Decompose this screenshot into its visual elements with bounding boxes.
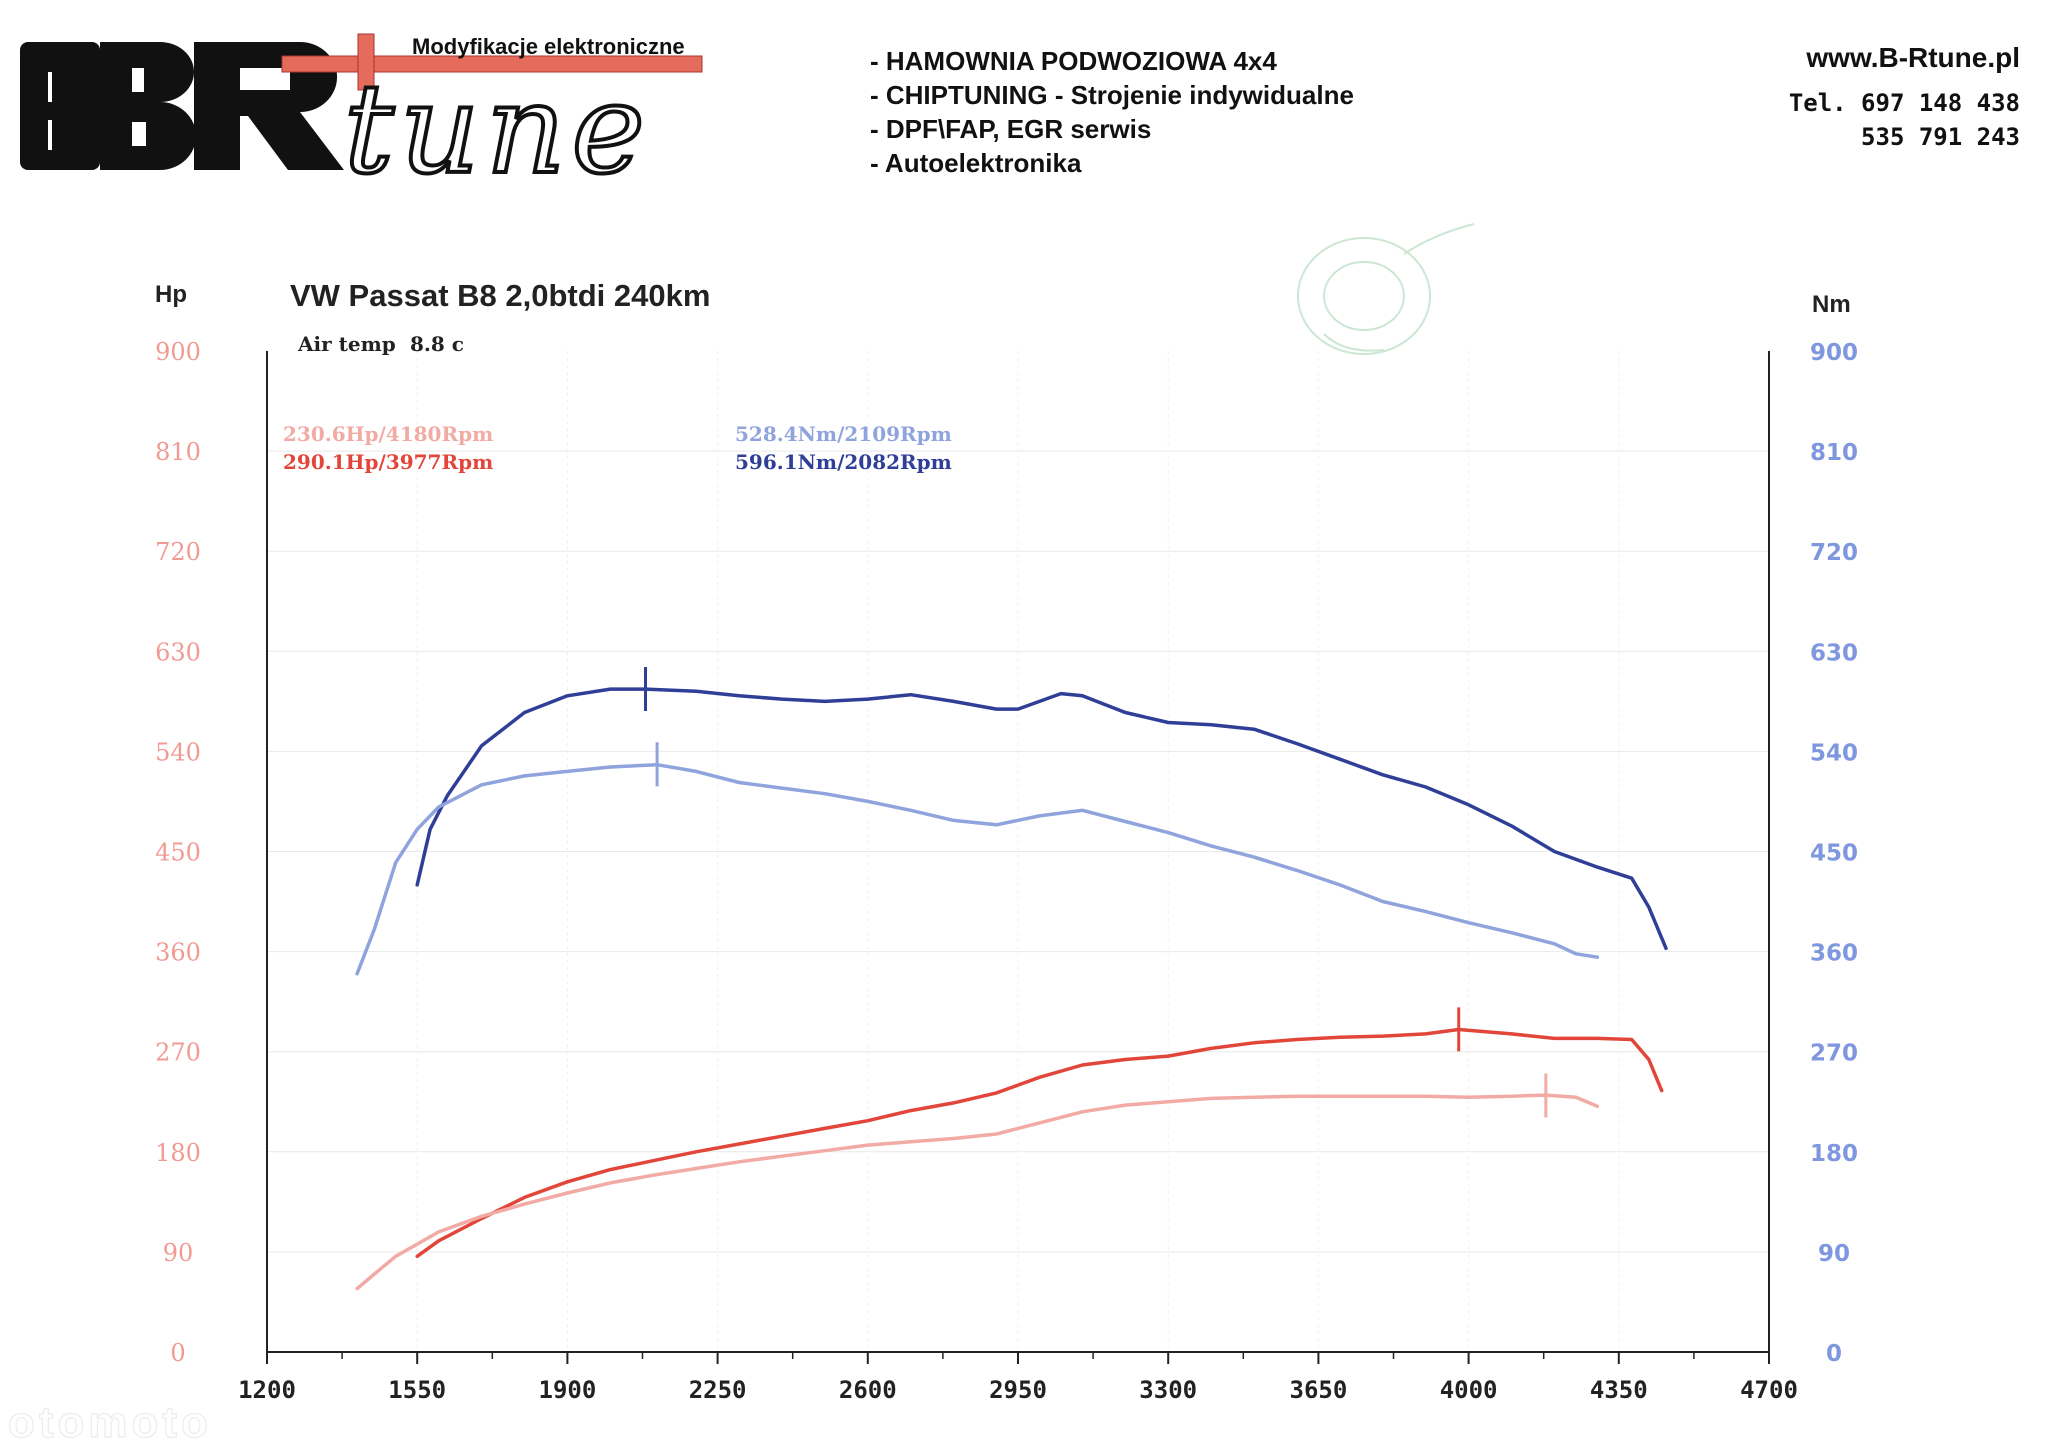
service-item-dyno: - HAMOWNIA PODWOZIOWA 4x4 — [870, 46, 1277, 76]
website-link[interactable]: www.B-Rtune.pl — [1806, 42, 2020, 73]
air-temp-value: 8.8 c — [410, 332, 464, 356]
y-tick-label-nm: 900 — [1810, 340, 1858, 366]
y-tick-label-hp: 540 — [155, 738, 201, 766]
chart-title: VW Passat B8 2,0btdi 240km — [290, 278, 710, 313]
service-item-chiptuning: - CHIPTUNING - Strojenie indywidualne — [870, 80, 1354, 110]
y-tick-label-nm: 810 — [1810, 440, 1858, 466]
y-axis-label-nm: Nm — [1812, 291, 1851, 318]
y-tick-label-nm: 360 — [1810, 941, 1858, 967]
air-temp-label: Air temp — [297, 332, 396, 356]
x-tick-label: 4000 — [1440, 1376, 1498, 1404]
y-tick-label-hp: 0 — [170, 1339, 185, 1367]
svg-text:tune: tune — [344, 58, 651, 188]
service-item-electronics: - Autoelektronika — [870, 148, 1082, 178]
series — [355, 667, 1668, 1291]
x-tick-label: 3650 — [1290, 1376, 1348, 1404]
y-tick-label-nm: 450 — [1810, 841, 1858, 867]
services-list: - HAMOWNIA PODWOZIOWA 4x4 - CHIPTUNING -… — [870, 44, 1354, 180]
y-tick-label-nm: 0 — [1826, 1341, 1842, 1367]
y-tick-label-nm: 90 — [1818, 1241, 1850, 1267]
logo-tagline: Modyfikacje elektroniczne — [412, 34, 685, 59]
brtune-logo: tune — [20, 33, 703, 188]
legend-entry-torque-tuned: 596.1Nm/2082Rpm — [735, 450, 952, 474]
y-tick-label-hp: 450 — [155, 839, 201, 867]
y-tick-label-hp: 720 — [155, 538, 201, 566]
x-tick-label: 2600 — [839, 1376, 897, 1404]
series-line-torque-stock — [355, 762, 1600, 976]
y-tick-label-nm: 630 — [1810, 640, 1858, 666]
x-tick-label: 1200 — [238, 1376, 296, 1404]
series-line-power-stock — [355, 1093, 1600, 1291]
x-tick-label: 3300 — [1139, 1376, 1197, 1404]
axes: 1200 1550 1900 2250 2600 2950 3300 3650 4000 4350… — [155, 338, 1858, 1404]
y-tick-label-nm: 180 — [1810, 1141, 1858, 1167]
contact-block: www.B-Rtune.pl Tel. 697 148 438 535 791 … — [1789, 42, 2020, 154]
legend-entry-power-stock: 230.6Hp/4180Rpm — [283, 422, 493, 446]
y-tick-label-nm: 720 — [1810, 540, 1858, 566]
y-tick-label-hp: 180 — [155, 1139, 201, 1167]
y-tick-label-hp: 630 — [155, 638, 201, 666]
y-tick-label-hp: 360 — [155, 939, 201, 967]
y-axis-label-hp: Hp — [155, 281, 187, 308]
x-tick-label: 4350 — [1590, 1376, 1648, 1404]
y-tick-label-hp: 900 — [155, 338, 201, 366]
watermark: otomoto — [7, 1397, 212, 1447]
x-tick-label: 4700 — [1740, 1376, 1798, 1404]
y-tick-label-hp: 270 — [155, 1039, 201, 1067]
stamp-mark — [1297, 223, 1475, 355]
series-line-torque-tuned — [415, 687, 1668, 951]
x-tick-label: 1900 — [539, 1376, 597, 1404]
phone-number-2: 535 791 243 — [1861, 123, 2020, 151]
x-tick-label: 1550 — [388, 1376, 446, 1404]
x-tick-label: 2950 — [989, 1376, 1047, 1404]
series-line-power-tuned — [415, 1027, 1664, 1259]
phone-number-1: Tel. 697 148 438 — [1788, 89, 2020, 117]
legend-entry-torque-stock: 528.4Nm/2109Rpm — [735, 422, 952, 446]
grid — [266, 351, 1770, 1352]
legend: 230.6Hp/4180Rpm 290.1Hp/3977Rpm 528.4Nm/21… — [283, 422, 952, 474]
y-tick-label-hp: 90 — [163, 1239, 194, 1267]
legend-entry-power-tuned: 290.1Hp/3977Rpm — [283, 450, 493, 474]
y-tick-label-nm: 540 — [1810, 740, 1858, 766]
x-tick-label: 2250 — [689, 1376, 747, 1404]
service-item-dpf: - DPF\FAP, EGR serwis — [870, 114, 1152, 144]
y-tick-label-nm: 270 — [1810, 1041, 1858, 1067]
y-tick-label-hp: 810 — [155, 438, 201, 466]
